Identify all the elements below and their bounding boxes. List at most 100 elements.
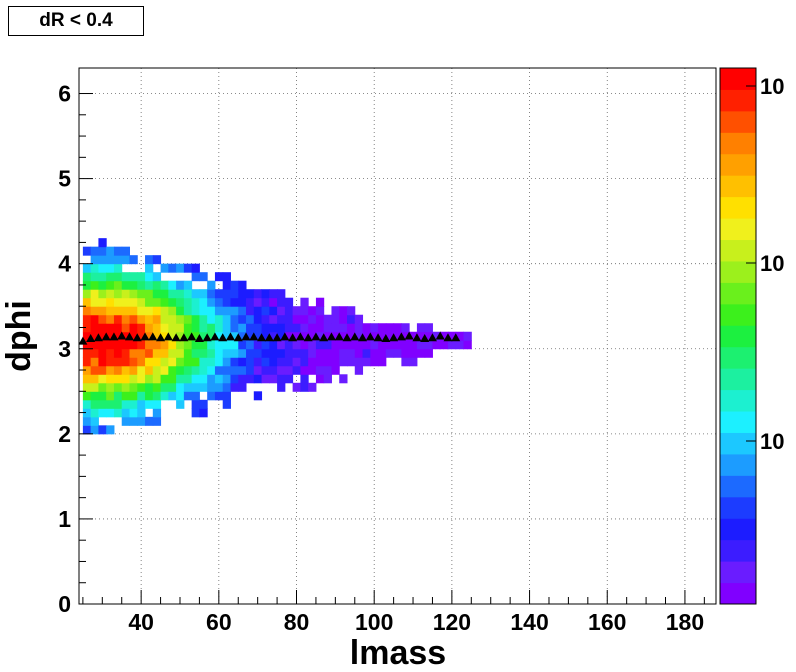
heatmap-cell (354, 314, 364, 324)
heatmap-cell (106, 272, 115, 282)
heatmap-cell (145, 314, 154, 324)
heatmap-cell (191, 306, 200, 316)
heatmap-cell (113, 263, 123, 273)
heatmap-cell (145, 323, 154, 333)
heatmap-cell (183, 357, 193, 367)
colorbar-swatch (720, 153, 756, 176)
heatmap-cell (90, 357, 99, 367)
heatmap-cell (331, 340, 340, 350)
heatmap-cell (323, 365, 332, 375)
heatmap-cell (137, 331, 146, 341)
heatmap-cell (191, 408, 200, 418)
heatmap-cell (269, 297, 278, 307)
heatmap-cell (230, 297, 239, 307)
heatmap-cell (416, 323, 426, 333)
heatmap-cell (292, 357, 301, 367)
heatmap-cell (168, 280, 177, 290)
heatmap-cell (331, 306, 340, 316)
heatmap-cell (393, 323, 402, 333)
heatmap-cell (191, 263, 200, 273)
heatmap-cell (82, 382, 92, 392)
heatmap-cell (230, 340, 239, 350)
heatmap-cell (129, 382, 138, 392)
heatmap-cell (106, 331, 115, 341)
heatmap-cell (269, 357, 278, 367)
heatmap-cell (121, 323, 130, 333)
heatmap-cell (315, 331, 325, 341)
heatmap-cell (253, 357, 263, 367)
heatmap-cell (199, 399, 208, 409)
heatmap-cell (160, 391, 169, 401)
heatmap-cell (440, 331, 449, 341)
heatmap-cell (137, 382, 146, 392)
heatmap-cell (284, 297, 294, 307)
heatmap-cell (183, 365, 193, 375)
heatmap-cell (292, 323, 301, 333)
heatmap-cell (199, 289, 208, 299)
heatmap-cell (269, 323, 278, 333)
heatmap-cell (238, 297, 247, 307)
heatmap-cell (82, 263, 92, 273)
heatmap-cell (238, 331, 247, 341)
heatmap-cell (82, 297, 92, 307)
heatmap-cell (277, 357, 286, 367)
heatmap-cell (269, 306, 278, 316)
heatmap-cell (183, 340, 193, 350)
heatmap-cell (261, 306, 270, 316)
heatmap-cell (424, 340, 433, 350)
heatmap-cell (300, 331, 309, 341)
heatmap-cell (207, 289, 216, 299)
x-tick-label: 60 (206, 609, 232, 635)
heatmap-cell (354, 357, 364, 367)
heatmap-cell (129, 306, 138, 316)
heatmap-cell (370, 357, 379, 367)
heatmap-cell (246, 357, 255, 367)
heatmap-cell (370, 348, 379, 358)
heatmap-cell (277, 348, 286, 358)
heatmap-cell (207, 357, 216, 367)
heatmap-cell (230, 331, 239, 341)
heatmap-cell (199, 348, 208, 358)
heatmap-cell (323, 357, 332, 367)
heatmap-cell (284, 365, 294, 375)
heatmap-cell (230, 357, 239, 367)
heatmap-cell (152, 306, 162, 316)
heatmap-cell (222, 382, 231, 392)
heatmap-cell (137, 297, 146, 307)
heatmap-cell (160, 357, 169, 367)
heatmap-cell (160, 263, 169, 273)
heatmap-cell (106, 357, 115, 367)
heatmap-cell (152, 255, 162, 265)
heatmap-cell (447, 331, 457, 341)
heatmap-cell (199, 365, 208, 375)
heatmap-cell (183, 382, 193, 392)
heatmap-cell (277, 340, 286, 350)
heatmap-cell (323, 340, 332, 350)
heatmap-cell (191, 272, 200, 282)
heatmap-cell (238, 280, 247, 290)
heatmap-cell (90, 263, 99, 273)
heatmap-cell (455, 331, 465, 341)
heatmap-cell (432, 340, 441, 350)
heatmap-cell (253, 306, 263, 316)
heatmap-cell (385, 348, 395, 358)
heatmap-cell (176, 297, 185, 307)
profile-marker (187, 332, 197, 341)
heatmap-cell (253, 365, 263, 375)
heatmap-cell (447, 340, 457, 350)
profile-marker (93, 333, 103, 342)
heatmap-cell (199, 374, 208, 384)
heatmap-cell (129, 399, 138, 409)
heatmap-cell (82, 323, 92, 333)
heatmap-cell (253, 289, 263, 299)
heatmap-cell (106, 263, 115, 273)
heatmap-cell (347, 331, 356, 341)
heatmap-cell (253, 314, 263, 324)
heatmap-cell (176, 280, 185, 290)
heatmap-cell (261, 331, 270, 341)
heatmap-cell (230, 348, 239, 358)
heatmap-cell (246, 297, 255, 307)
heatmap-cell (160, 306, 169, 316)
heatmap-cell (98, 280, 107, 290)
heatmap-cell (284, 357, 294, 367)
